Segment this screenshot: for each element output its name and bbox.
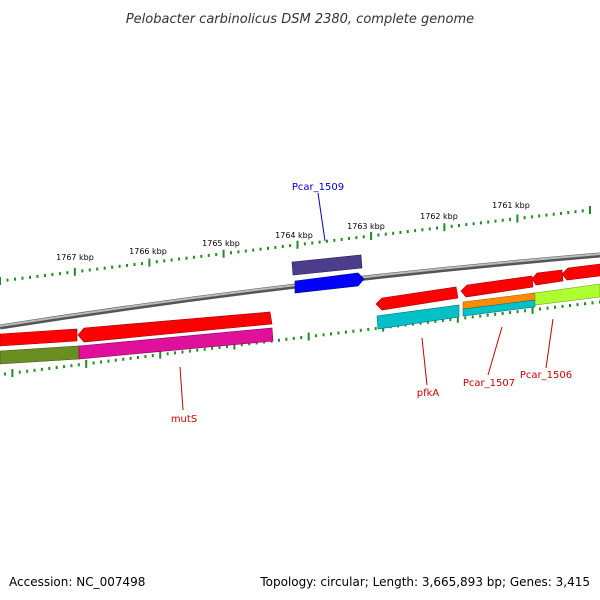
gene-arrow-muts[interactable] [78, 327, 274, 360]
tick-label: 1764 kbp [275, 231, 313, 240]
gene-arrow[interactable] [77, 311, 273, 343]
gene-arrow[interactable] [375, 286, 459, 311]
pcar-1507-label: Pcar_1507 [463, 378, 515, 389]
callout-pcar-1507 [487, 326, 503, 376]
tick-label: 1762 kbp [420, 212, 458, 221]
gene-arrow-pfka[interactable] [376, 304, 460, 330]
accession-text: Accession: NC_007498 [9, 575, 145, 589]
callout-pcar-1506 [545, 318, 554, 369]
gene-arrow[interactable] [460, 275, 534, 298]
gene-arrow[interactable] [0, 345, 80, 365]
gene-arrow-pcar-1509-a[interactable] [291, 254, 363, 276]
tick-label: 1763 kbp [347, 222, 385, 231]
tick-track [0, 206, 600, 378]
lower-track-genes [0, 283, 600, 365]
gene-arrow[interactable] [462, 299, 536, 317]
genome-summary-text: Topology: circular; Length: 3,665,893 bp… [259, 575, 590, 589]
tick-label: 1765 kbp [202, 239, 240, 248]
gene-arrow-pcar-1506[interactable] [534, 283, 600, 306]
tick-label: 1767 kbp [56, 253, 94, 262]
callout-pfka [421, 337, 428, 386]
tick-label: 1761 kbp [492, 201, 530, 210]
tick-label: 1766 kbp [129, 247, 167, 256]
gene-arrow[interactable] [0, 328, 78, 347]
gene-arrow[interactable] [531, 269, 564, 286]
gene-arrow-pcar-1509-b[interactable] [294, 272, 365, 294]
reverse-strand-genes [0, 263, 600, 347]
map-title: Pelobacter carbinolicus DSM 2380, comple… [126, 12, 474, 27]
pcar-1509-genes [291, 254, 365, 294]
muts-label: mutS [171, 414, 197, 425]
pcar-1509-label: Pcar_1509 [292, 182, 344, 193]
gene-arrow[interactable] [561, 263, 600, 281]
pfka-label: pfkA [417, 388, 440, 399]
callout-pcar-1509 [317, 192, 326, 242]
callout-lines [179, 192, 554, 411]
pcar-1506-label: Pcar_1506 [520, 370, 572, 381]
callout-muts [179, 366, 184, 411]
